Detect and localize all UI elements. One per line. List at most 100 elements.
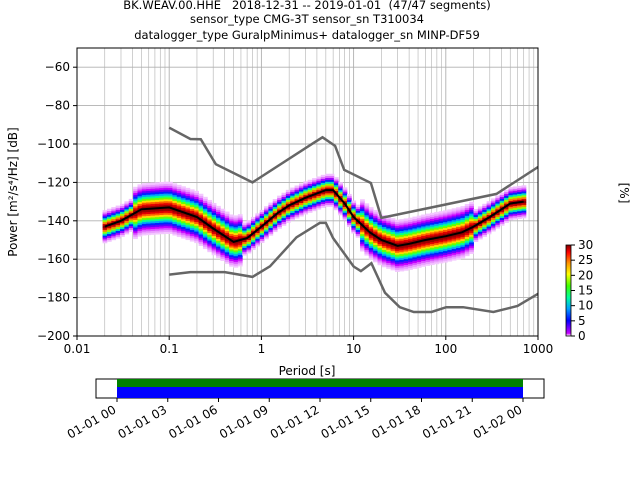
psd-cell: [486, 231, 492, 235]
psd-cell: [429, 255, 435, 258]
psd-cell: [399, 234, 405, 237]
psd-cell: [364, 226, 370, 229]
psd-cell: [325, 177, 330, 180]
psd-cell: [233, 255, 239, 259]
psd-cell: [504, 193, 509, 196]
psd-cell: [120, 207, 125, 210]
psd-cell: [268, 219, 274, 223]
psd-cell: [277, 212, 282, 216]
psd-cell: [460, 227, 466, 230]
psd-cell: [394, 223, 400, 226]
psd-cell: [364, 230, 370, 233]
psd-cell: [373, 250, 378, 253]
psd-cell: [133, 236, 138, 240]
psd-cell: [181, 195, 186, 199]
psd-cell: [120, 226, 125, 230]
psd-cell: [412, 249, 418, 252]
psd-cell: [172, 206, 178, 209]
psd-cell: [211, 252, 217, 256]
psd-cell: [351, 213, 357, 217]
psd-cell: [412, 251, 418, 254]
psd-cell: [412, 216, 418, 219]
psd-cell: [381, 251, 387, 254]
psd-cell: [220, 237, 226, 240]
psd-cell: [146, 196, 151, 199]
psd-cell: [120, 234, 125, 237]
psd-cell: [163, 197, 169, 200]
psd-cell: [211, 250, 217, 254]
psd-cell: [512, 198, 518, 201]
psd-cell: [264, 217, 269, 221]
psd-cell: [237, 250, 243, 253]
psd-cell: [176, 232, 182, 236]
psd-cell: [146, 217, 151, 220]
psd-cell: [146, 203, 151, 207]
psd-cell: [181, 234, 186, 237]
psd-cell: [268, 204, 274, 207]
psd-cell: [159, 201, 165, 204]
psd-cell: [329, 187, 335, 190]
psd-cell: [447, 247, 453, 251]
psd-cell: [403, 253, 409, 256]
psd-cell: [360, 220, 365, 223]
figure-title-line-3: datalogger_type GuralpMinimus+ datalogge…: [134, 28, 480, 42]
psd-cell: [360, 245, 365, 248]
psd-cell: [216, 240, 221, 243]
psd-cell: [312, 185, 317, 189]
psd-cell: [490, 227, 496, 230]
psd-cell: [229, 262, 234, 265]
psd-cell: [364, 216, 370, 220]
psd-cell: [469, 209, 474, 212]
psd-cell: [242, 230, 247, 233]
y-tick-label: −180: [37, 291, 70, 305]
psd-cell: [377, 249, 383, 252]
psd-cell: [517, 203, 522, 206]
psd-cell: [250, 226, 256, 229]
psd-cell: [146, 205, 151, 209]
psd-cell: [390, 260, 396, 263]
psd-cell: [133, 209, 138, 213]
psd-cell: [194, 192, 199, 196]
psd-cell: [137, 190, 143, 193]
psd-cell: [373, 229, 378, 232]
psd-cell: [386, 245, 392, 248]
psd-cell: [473, 230, 479, 233]
psd-cell: [456, 241, 461, 245]
psd-cell: [189, 212, 195, 215]
psd-cell: [272, 218, 278, 221]
psd-cell: [325, 179, 330, 182]
psd-cell: [399, 238, 405, 241]
psd-cell: [277, 224, 282, 227]
psd-cell: [399, 265, 405, 268]
psd-cell: [464, 246, 470, 249]
psd-cell: [368, 220, 374, 223]
psd-cell: [438, 224, 444, 227]
psd-cell: [429, 262, 435, 266]
psd-cell: [394, 258, 400, 261]
psd-cell: [434, 217, 440, 221]
psd-cell: [316, 186, 322, 189]
psd-cell: [298, 196, 304, 200]
psd-cell: [373, 236, 378, 240]
psd-cell: [416, 238, 422, 241]
psd-cell: [381, 226, 387, 229]
psd-cell: [342, 198, 348, 202]
psd-cell: [102, 233, 108, 236]
psd-cell: [146, 198, 151, 201]
psd-cell: [504, 207, 509, 210]
psd-cell: [381, 220, 387, 224]
psd-cell: [277, 205, 282, 208]
psd-cell: [185, 222, 191, 225]
psd-cell: [394, 250, 400, 253]
psd-cell: [451, 231, 457, 234]
psd-cell: [259, 227, 265, 230]
psd-cell: [290, 216, 295, 219]
psd-cell: [189, 216, 195, 219]
psd-cell: [394, 263, 400, 267]
timeline-tick-label: 01-01 03: [116, 402, 170, 441]
psd-cell: [381, 263, 387, 266]
psd-cell: [146, 192, 151, 195]
psd-cell: [312, 208, 317, 212]
psd-cell: [163, 218, 169, 221]
psd-cell: [399, 267, 405, 270]
